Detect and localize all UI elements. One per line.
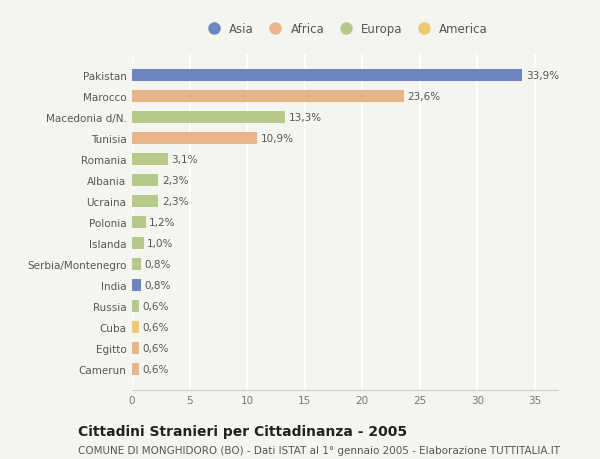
Text: 2,3%: 2,3% [162,197,188,207]
Text: Cittadini Stranieri per Cittadinanza - 2005: Cittadini Stranieri per Cittadinanza - 2… [78,425,407,438]
Text: COMUNE DI MONGHIDORO (BO) - Dati ISTAT al 1° gennaio 2005 - Elaborazione TUTTITA: COMUNE DI MONGHIDORO (BO) - Dati ISTAT a… [78,445,560,455]
Text: 1,2%: 1,2% [149,218,176,228]
Text: 0,6%: 0,6% [142,364,169,374]
Text: 10,9%: 10,9% [261,134,294,144]
Bar [132,301,139,312]
Bar [132,364,139,375]
Bar [132,70,523,82]
Bar [132,196,158,207]
Text: 0,6%: 0,6% [142,322,169,332]
Text: 0,8%: 0,8% [145,280,171,291]
Text: 0,6%: 0,6% [142,343,169,353]
Bar [132,259,141,270]
Bar [132,342,139,354]
Bar [132,280,141,291]
Text: 0,8%: 0,8% [145,259,171,269]
Bar [132,175,158,186]
Text: 13,3%: 13,3% [289,113,322,123]
Bar [132,217,146,229]
Text: 23,6%: 23,6% [407,92,440,102]
Bar [132,91,404,103]
Bar [132,112,285,123]
Bar [132,322,139,333]
Bar [132,238,143,249]
Bar [132,154,167,166]
Text: 0,6%: 0,6% [142,302,169,311]
Bar [132,133,257,145]
Legend: Asia, Africa, Europa, America: Asia, Africa, Europa, America [200,21,490,39]
Text: 33,9%: 33,9% [526,71,559,81]
Text: 1,0%: 1,0% [147,239,173,248]
Text: 2,3%: 2,3% [162,176,188,186]
Text: 3,1%: 3,1% [171,155,197,165]
